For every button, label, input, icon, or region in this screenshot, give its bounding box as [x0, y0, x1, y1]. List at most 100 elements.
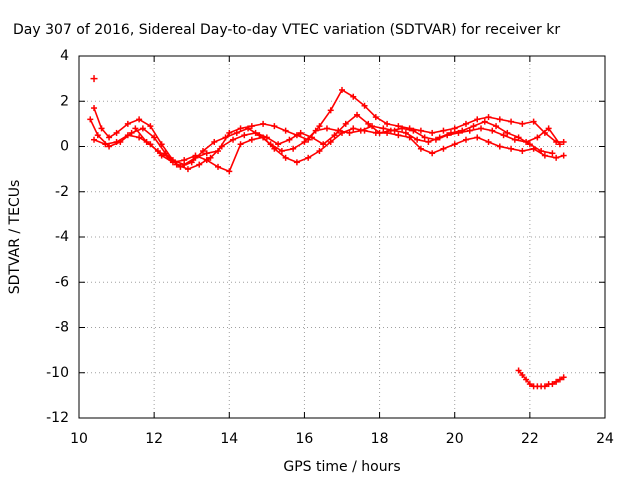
data-point [331, 132, 338, 139]
data-point [402, 129, 409, 136]
data-point [391, 127, 398, 134]
data-point [226, 168, 233, 175]
data-point [339, 86, 345, 93]
data-point [530, 118, 537, 125]
data-point [271, 123, 278, 130]
data-point [98, 125, 105, 132]
data-point [440, 145, 447, 152]
data-point [478, 125, 485, 132]
data-point [203, 150, 210, 157]
data-point [222, 134, 229, 141]
data-point [350, 125, 357, 132]
data-point [429, 129, 436, 136]
data-point [124, 120, 131, 127]
data-point [545, 125, 552, 132]
data-point [459, 127, 466, 134]
data-point [496, 143, 503, 150]
data-point [395, 132, 402, 139]
data-point [297, 129, 304, 136]
data-point [316, 148, 323, 155]
data-point [166, 154, 173, 161]
data-point [342, 120, 349, 127]
data-point [245, 125, 252, 132]
data-point [523, 376, 530, 383]
x-tick-label: 18 [371, 431, 389, 447]
data-point [553, 154, 560, 161]
data-point [534, 134, 541, 141]
data-point [462, 136, 469, 143]
data-point [380, 125, 387, 132]
data-point [113, 138, 120, 145]
data-point [365, 120, 372, 127]
data-point [451, 125, 458, 132]
data-point [90, 75, 98, 83]
data-point [526, 381, 533, 388]
data-point [399, 125, 406, 132]
data-point [538, 148, 545, 155]
data-point [489, 127, 496, 134]
data-point [260, 120, 267, 127]
data-point [493, 123, 500, 130]
data-point [327, 138, 334, 145]
x-tick-label: 24 [596, 431, 614, 447]
y-tick-label: 0 [60, 139, 69, 155]
y-tick-label: 2 [60, 93, 69, 109]
data-point [87, 116, 94, 123]
data-point [147, 123, 154, 130]
data-point [500, 132, 507, 139]
y-tick-label: -10 [46, 365, 69, 381]
data-point [286, 136, 293, 143]
data-point [474, 116, 481, 123]
data-point [395, 123, 402, 130]
data-point [282, 127, 289, 134]
x-axis-label: GPS time / hours [283, 459, 400, 475]
data-point [541, 383, 548, 390]
data-point [196, 161, 203, 168]
x-tick-label: 12 [145, 431, 163, 447]
data-point [113, 129, 120, 136]
grid-lines [79, 56, 605, 418]
data-point [361, 102, 368, 109]
data-point [215, 163, 222, 170]
data-point [136, 116, 143, 123]
data-point [485, 138, 492, 145]
data-point [207, 154, 214, 161]
data-point [414, 136, 421, 143]
data-point [124, 132, 131, 139]
data-point [91, 105, 98, 112]
data-point [556, 376, 563, 383]
data-point [293, 159, 300, 166]
data-point [267, 141, 274, 148]
data-point [560, 374, 567, 381]
data-point [526, 141, 533, 148]
data-point [248, 123, 255, 130]
data-point [233, 129, 240, 136]
x-tick-label: 10 [70, 431, 88, 447]
data-point [354, 111, 361, 118]
data-point [504, 129, 511, 136]
data-point [447, 129, 454, 136]
data-point [511, 136, 518, 143]
data-point [440, 127, 447, 134]
data-point [335, 127, 342, 134]
data-point [305, 154, 312, 161]
data-point [515, 367, 522, 374]
data-point [519, 148, 526, 155]
data-point [462, 120, 469, 127]
data-point [316, 123, 323, 130]
data-point [106, 134, 113, 141]
data-point [417, 127, 424, 134]
data-point [132, 125, 139, 132]
data-point [275, 141, 282, 148]
data-point [350, 93, 357, 100]
data-point [94, 132, 101, 139]
data-point [237, 125, 244, 132]
y-tick-label: -8 [55, 320, 69, 336]
series-track-c [93, 127, 565, 173]
data-point [425, 138, 432, 145]
data-point [474, 134, 481, 141]
data-point [278, 148, 285, 155]
data-point [549, 381, 556, 388]
